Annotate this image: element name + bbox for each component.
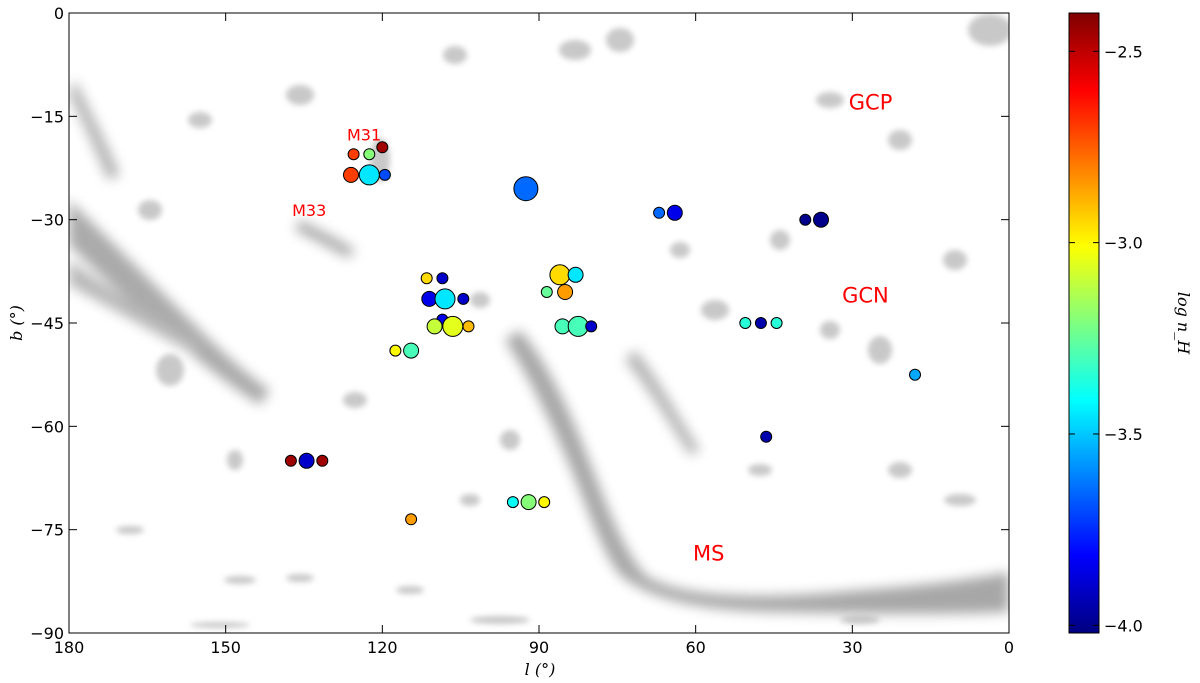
y-tick-0: 0	[54, 4, 1009, 23]
colorbar-ticks: −2.5 −3.0 −3.5 −4.0	[1069, 42, 1143, 635]
data-point-35	[298, 452, 315, 469]
x-tick-label: 0	[1004, 638, 1014, 657]
x-axis: 180 150 120 90 60 30 0	[54, 13, 1014, 657]
data-point-17	[426, 318, 443, 335]
x-tick-4: 60	[685, 13, 706, 657]
data-point-9	[799, 213, 812, 226]
data-point-14	[434, 288, 456, 310]
data-point-28	[403, 342, 420, 359]
data-point-18	[442, 315, 464, 337]
data-point-29	[739, 317, 752, 329]
data-point-37	[506, 496, 519, 509]
y-tick-label: −45	[30, 314, 64, 333]
data-point-0	[347, 148, 360, 161]
data-point-31	[770, 317, 783, 329]
x-tick-label: 120	[367, 638, 398, 657]
data-point-33	[760, 430, 773, 443]
y-tick-label: −15	[30, 107, 64, 126]
colorbar-gradient	[1068, 12, 1100, 634]
data-point-2	[376, 141, 389, 154]
plot-area	[69, 13, 1009, 633]
x-tick-1: 150	[210, 13, 241, 657]
data-point-20	[549, 264, 571, 286]
data-point-40	[405, 513, 418, 526]
data-point-6	[513, 176, 539, 202]
colorbar-label: log n_H	[1174, 292, 1193, 355]
data-point-23	[557, 284, 574, 300]
x-tick-label: 60	[685, 638, 705, 657]
data-point-32	[909, 368, 921, 381]
data-point-26	[585, 320, 598, 333]
y-tick-3: −45	[30, 314, 1009, 333]
colorbar-tick-label: −3.5	[1104, 425, 1143, 444]
data-point-11	[420, 272, 433, 285]
y-tick-label: −60	[30, 417, 64, 436]
x-tick-3: 90	[529, 13, 549, 657]
y-tick-2: −30	[30, 211, 1009, 230]
y-tick-label: −30	[30, 211, 64, 230]
data-point-38	[520, 494, 537, 511]
y-axis: 0 −15 −30 −45 −60 −75 −90	[30, 4, 1009, 643]
annotations: M31 M33 GCP GCN MS	[292, 90, 892, 565]
hi-background-map	[69, 14, 1009, 628]
annotation-gcp: GCP	[849, 90, 893, 114]
data-point-8	[666, 204, 683, 221]
colorbar-tick-3: −4.0	[1069, 616, 1143, 635]
data-point-36	[316, 454, 329, 467]
y-tick-label: 0	[54, 4, 64, 23]
y-tick-1: −15	[30, 107, 1009, 126]
x-tick-label: 150	[210, 638, 241, 657]
data-point-1	[363, 148, 376, 161]
annotation-gcn: GCN	[842, 283, 889, 307]
x-tick-label: 30	[842, 638, 862, 657]
colorbar-tick-0: −2.5	[1069, 42, 1143, 61]
data-point-19	[462, 320, 475, 333]
x-tick-0: 180	[54, 13, 85, 657]
x-axis-label: l (°)	[525, 660, 556, 679]
y-tick-4: −60	[30, 417, 1009, 436]
colorbar-tick-label: −4.0	[1104, 616, 1143, 635]
y-tick-6: −90	[30, 624, 1009, 643]
colorbar-tick-2: −3.5	[1069, 425, 1143, 444]
data-points	[284, 141, 921, 526]
data-point-39	[538, 496, 551, 509]
data-point-12	[436, 272, 449, 285]
data-point-22	[540, 286, 553, 298]
data-point-4	[358, 164, 380, 186]
data-point-7	[653, 206, 666, 219]
data-point-10	[813, 211, 829, 228]
data-point-27	[389, 344, 402, 357]
y-axis-label: b (°)	[7, 305, 26, 341]
annotation-m31: M31	[347, 125, 381, 144]
data-point-3	[343, 166, 359, 183]
x-tick-2: 120	[367, 13, 398, 657]
x-tick-6: 0	[1004, 13, 1014, 657]
data-point-21	[567, 266, 584, 283]
colorbar-tick-label: −3.0	[1104, 234, 1143, 253]
data-point-30	[754, 317, 767, 329]
data-point-15	[457, 292, 470, 305]
y-tick-label: −90	[30, 624, 64, 643]
colorbar: −2.5 −3.0 −3.5 −4.0 log n_H	[1068, 12, 1193, 635]
y-tick-5: −75	[30, 521, 1009, 540]
x-tick-label: 90	[529, 638, 549, 657]
x-tick-label: 180	[54, 638, 85, 657]
colorbar-tick-1: −3.0	[1069, 234, 1143, 253]
annotation-ms: MS	[693, 542, 724, 566]
annotation-m33: M33	[292, 201, 326, 220]
data-point-34	[284, 454, 297, 467]
data-point-5	[378, 168, 391, 181]
x-tick-5: 30	[842, 13, 863, 657]
colorbar-tick-label: −2.5	[1104, 42, 1143, 61]
y-tick-label: −75	[30, 521, 64, 540]
